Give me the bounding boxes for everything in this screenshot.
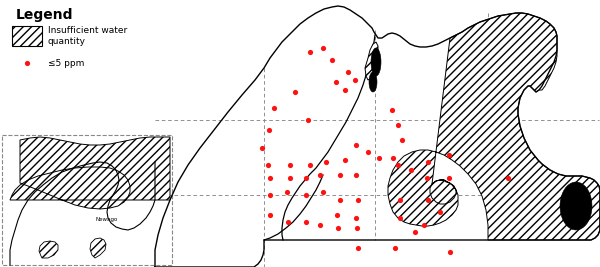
Point — [410, 230, 420, 234]
Point — [395, 198, 405, 202]
Point — [269, 106, 279, 110]
Polygon shape — [388, 13, 600, 240]
Point — [340, 158, 350, 162]
Point — [331, 80, 341, 84]
Text: Newago: Newago — [96, 218, 118, 222]
Polygon shape — [10, 137, 170, 209]
Point — [423, 160, 433, 164]
Point — [321, 160, 331, 164]
Point — [333, 226, 343, 230]
Polygon shape — [90, 238, 106, 258]
Polygon shape — [371, 48, 381, 76]
Point — [351, 173, 361, 177]
Point — [315, 173, 325, 177]
Point — [340, 88, 350, 92]
Point — [397, 138, 407, 142]
Text: ≤5 ppm: ≤5 ppm — [48, 58, 85, 68]
Point — [503, 176, 513, 180]
Point — [419, 223, 429, 227]
Point — [395, 216, 405, 220]
Point — [390, 246, 400, 250]
Point — [22, 61, 32, 65]
Point — [318, 46, 328, 50]
Point — [444, 176, 454, 180]
Point — [332, 213, 342, 217]
Point — [263, 163, 273, 167]
Point — [423, 198, 433, 202]
Point — [282, 190, 292, 194]
Point — [283, 220, 293, 224]
Point — [393, 163, 403, 167]
Point — [303, 118, 313, 122]
Point — [351, 216, 361, 220]
Point — [352, 226, 362, 230]
Point — [350, 78, 360, 82]
Point — [335, 198, 345, 202]
Point — [363, 150, 373, 154]
Polygon shape — [560, 182, 592, 230]
Point — [285, 176, 295, 180]
Point — [445, 250, 455, 254]
Point — [305, 163, 315, 167]
Polygon shape — [39, 241, 58, 258]
Point — [318, 190, 328, 194]
Point — [406, 168, 416, 172]
Point — [315, 223, 325, 227]
Text: Insufficient water
quantity: Insufficient water quantity — [48, 26, 127, 46]
Point — [327, 58, 337, 62]
Polygon shape — [369, 72, 377, 92]
Point — [265, 176, 275, 180]
Point — [343, 70, 353, 74]
Point — [301, 176, 311, 180]
Point — [351, 143, 361, 147]
Point — [353, 198, 363, 202]
Bar — [12, 26, 42, 46]
Point — [265, 193, 275, 197]
Point — [257, 146, 267, 150]
Point — [305, 50, 315, 54]
Point — [285, 163, 295, 167]
Point — [388, 156, 398, 160]
Point — [265, 213, 275, 217]
Point — [374, 156, 384, 160]
Bar — [2, 135, 172, 265]
Point — [422, 176, 432, 180]
Point — [387, 108, 397, 112]
Point — [393, 123, 403, 127]
Point — [435, 210, 445, 214]
Point — [335, 173, 345, 177]
Point — [264, 128, 274, 132]
Point — [353, 246, 363, 250]
Point — [301, 193, 311, 197]
Point — [301, 220, 311, 224]
Point — [290, 90, 300, 94]
Point — [444, 153, 454, 157]
Text: Legend: Legend — [16, 8, 74, 22]
Polygon shape — [365, 42, 378, 80]
